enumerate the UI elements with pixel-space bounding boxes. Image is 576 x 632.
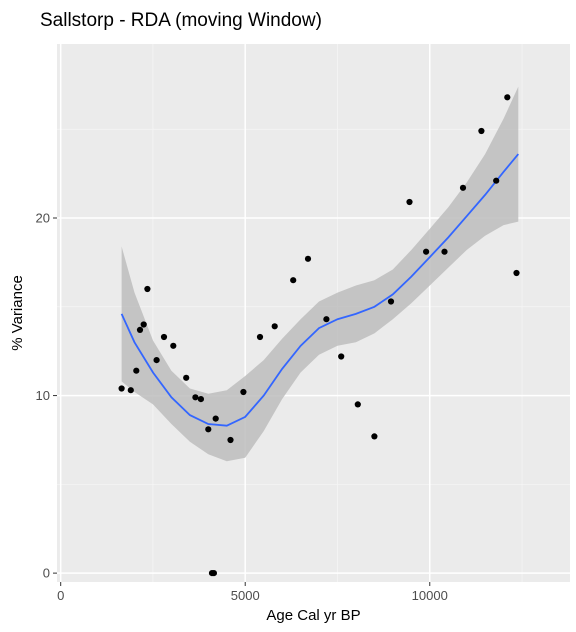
smooth-line (120, 153, 519, 427)
data-point (338, 353, 345, 360)
data-point (304, 255, 312, 262)
y-axis-ticks: 0 10 20 (36, 211, 57, 581)
data-point (354, 401, 361, 408)
data-point (478, 127, 485, 135)
data-point (387, 298, 395, 305)
data-point (127, 387, 134, 394)
data-point (210, 570, 217, 577)
data-point (205, 426, 212, 433)
x-axis-label: Age Cal yr BP (266, 607, 360, 624)
data-point (256, 333, 264, 341)
data-point (197, 396, 204, 403)
data-point (406, 198, 413, 206)
data-point (441, 248, 448, 255)
chart-title: Sallstorp - RDA (moving Window) (40, 10, 322, 31)
data-point (290, 277, 297, 284)
x-tick-label: 5000 (231, 588, 260, 603)
data-point (371, 433, 378, 440)
x-axis-ticks: 0 5000 10000 (57, 582, 448, 603)
data-point (513, 269, 520, 277)
data-points (118, 94, 520, 577)
data-point (493, 177, 500, 184)
x-tick-label: 10000 (412, 588, 448, 603)
data-point (160, 333, 168, 341)
data-point (423, 248, 430, 255)
data-point (192, 394, 199, 401)
data-point (240, 388, 247, 396)
data-point (140, 321, 147, 328)
y-tick-label: 0 (43, 566, 50, 581)
confidence-ribbon (121, 86, 519, 462)
data-point (459, 184, 467, 191)
y-axis-label: % Variance (9, 275, 26, 351)
data-point (153, 357, 160, 364)
y-tick-label: 20 (36, 211, 50, 226)
data-point (212, 415, 219, 422)
data-point (136, 326, 144, 333)
data-point (323, 316, 330, 323)
y-tick-label: 10 (36, 388, 50, 403)
data-point (504, 94, 511, 101)
data-point (144, 285, 151, 293)
data-point (183, 374, 190, 381)
data-point (133, 367, 140, 374)
data-point (170, 342, 177, 349)
data-point (227, 436, 234, 444)
data-point (118, 385, 125, 392)
data-point (271, 323, 278, 330)
x-tick-label: 0 (57, 588, 64, 603)
